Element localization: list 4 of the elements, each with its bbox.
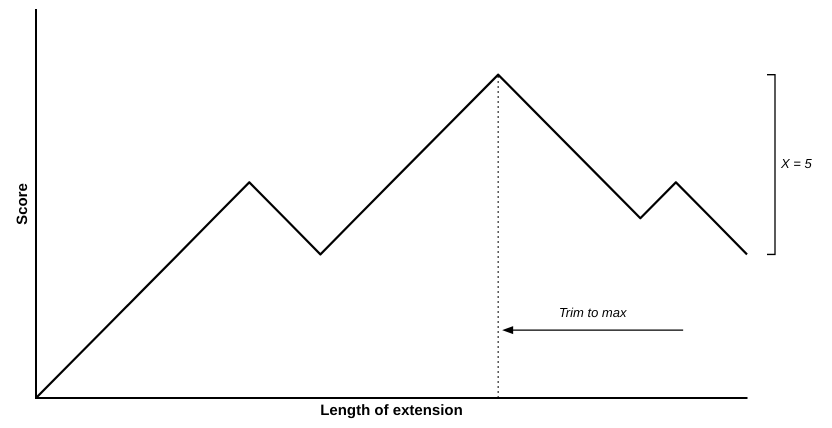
annotation: Trim to max bbox=[558, 305, 627, 320]
text: X = 5 bbox=[780, 156, 812, 172]
x-axis-title: Length of extension bbox=[320, 402, 463, 420]
y-axis-title: Score bbox=[14, 183, 32, 225]
